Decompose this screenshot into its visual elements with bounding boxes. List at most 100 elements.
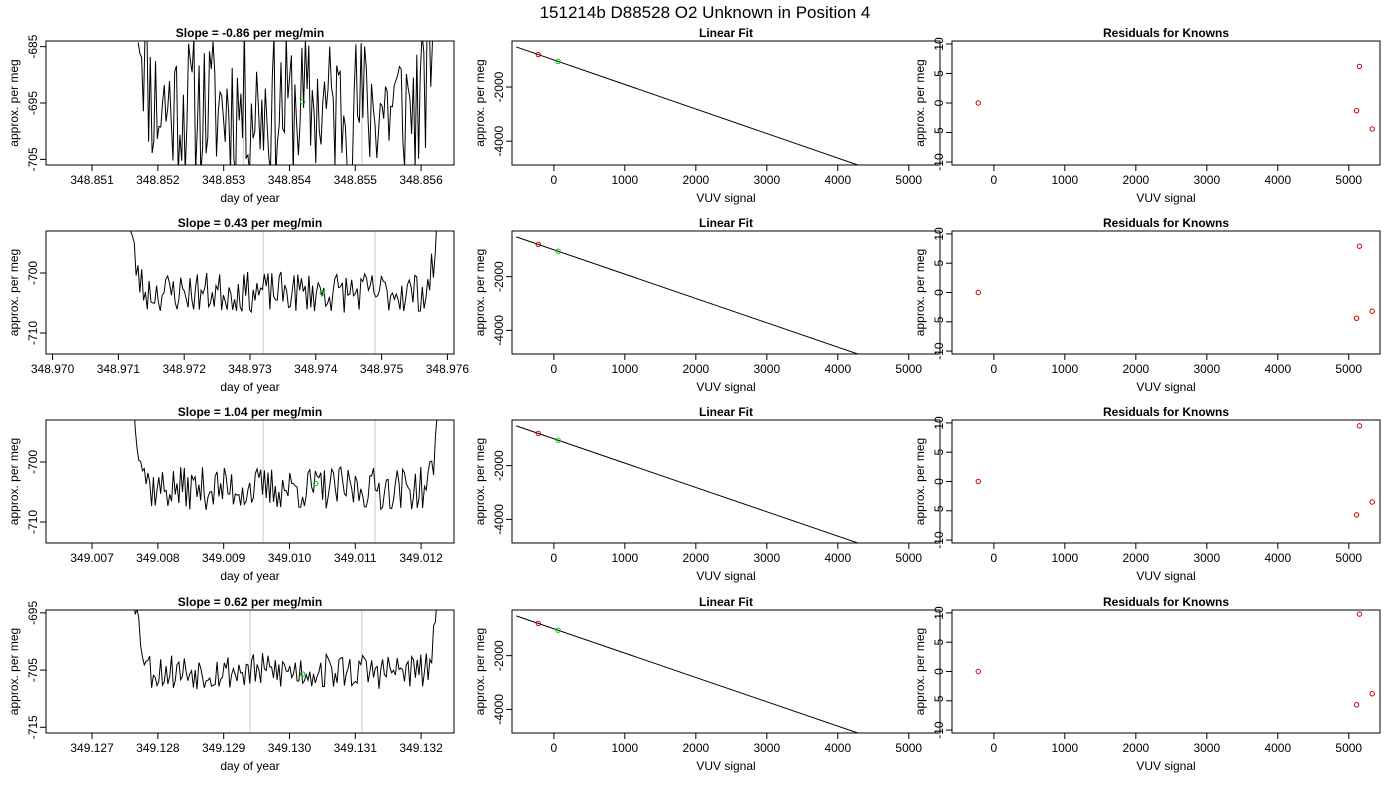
y-axis-label: approx. per meg [7,249,21,336]
plot-frame [511,40,941,166]
x-axis-label: VUV signal [1136,569,1195,583]
residual-point [1353,107,1360,114]
x-tick-label: 5000 [895,362,922,376]
plot-area [134,420,438,543]
x-tick-label: 2000 [1122,173,1149,187]
plot-frame [511,230,941,355]
residual-point [975,668,981,675]
x-tick-label: 4000 [824,551,851,565]
y-tick-label: -705 [26,658,40,682]
x-tick-label: 349.009 [202,551,246,565]
x-tick-label: 3000 [1193,551,1220,565]
y-tick-label: -2000 [492,450,506,481]
x-tick-label: 349.007 [70,551,114,565]
fit-line [516,236,860,354]
y-tick-label: -10 [932,342,946,360]
plot-frame [45,40,455,166]
x-tick-label: 349.132 [399,741,443,755]
residual-point [1369,126,1375,132]
y-axis-label: approx. per meg [473,438,487,525]
x-tick-label: 348.855 [334,173,378,187]
panel-title: Slope = 1.04 per meg/min [178,405,322,419]
x-tick-label: 1000 [612,362,639,376]
plot-area [975,611,1375,708]
signal-trace [134,610,437,690]
y-axis-label: approx. per meg [473,249,487,336]
plot-frame [45,419,455,544]
y-tick-label: -10 [932,721,946,739]
x-tick-label: 4000 [1264,362,1291,376]
panel-title: Slope = 0.43 per meg/min [178,216,322,230]
y-tick-label: -4000 [492,126,506,157]
unknown-point [555,58,561,65]
x-tick-label: 348.974 [294,362,338,376]
fit-line [516,425,860,543]
y-tick-label: 10 [932,606,946,620]
x-tick-label: 0 [551,741,558,755]
x-tick-label: 349.131 [334,741,378,755]
y-axis-label: approx. per meg [913,59,927,146]
x-tick-label: 3000 [1193,173,1220,187]
plot-frame [951,40,1381,166]
x-tick-label: 0 [551,173,558,187]
panel-4-1: Slope = 0.62 per meg/min 349.127 349.128 34… [7,595,455,773]
x-tick-label: 349.010 [268,551,312,565]
panel-title: Linear Fit [699,26,753,40]
y-tick-label: -695 [26,91,40,115]
x-axis-label: VUV signal [696,569,755,583]
y-axis-label: approx. per meg [7,59,21,146]
x-tick-label: 3000 [1193,362,1220,376]
y-tick-label: -700 [26,450,40,474]
residual-point [1356,423,1363,429]
y-tick-label: -5 [932,505,946,516]
x-tick-label: 348.976 [426,362,470,376]
x-tick-label: 349.128 [136,741,180,755]
y-tick-label: 10 [932,416,946,430]
x-tick-label: 3000 [753,362,780,376]
x-tick-label: 0 [991,551,998,565]
y-tick-label: 10 [932,227,946,241]
panel-2-1: Slope = 0.43 per meg/min 348.970 348.971 34… [7,216,470,394]
plot-area [516,236,860,354]
plot-area [137,41,433,165]
signal-trace [134,420,438,511]
panel-grid: Slope = -0.86 per meg/min 348.851 348.852 3… [7,26,1381,773]
y-axis-label: approx. per meg [913,628,927,715]
x-tick-label: 0 [991,362,998,376]
x-tick-label: 5000 [895,741,922,755]
x-tick-label: 349.127 [70,741,114,755]
y-tick-label: -4000 [492,315,506,346]
y-tick-label: -5 [932,127,946,138]
panel-2-2: Linear Fit 0 1000 2000 3000 4000 5000 -2000 -400… [473,216,941,394]
known-point [930,566,934,570]
x-tick-label: 1000 [612,741,639,755]
panel-3-3: Residuals for Knowns 0 1000 2000 3000 4000 500… [913,405,1381,583]
signal-trace [129,231,437,314]
y-tick-label: -710 [26,510,40,534]
unknown-marker [299,671,306,677]
x-tick-label: 0 [991,741,998,755]
y-axis-label: approx. per meg [7,438,21,525]
y-tick-label: -4000 [492,504,506,535]
y-tick-label: 0 [932,668,946,675]
x-tick-label: 348.970 [31,362,75,376]
y-axis-label: approx. per meg [473,628,487,715]
y-tick-label: 5 [932,260,946,267]
y-axis-label: approx. per meg [913,438,927,525]
fit-line [516,615,860,733]
panel-4-3: Residuals for Knowns 0 1000 2000 3000 4000 500… [913,595,1381,773]
x-tick-label: 4000 [824,362,851,376]
y-tick-label: -705 [26,147,40,171]
x-tick-label: 1000 [1052,551,1079,565]
x-tick-label: 1000 [1052,741,1079,755]
y-tick-label: 0 [932,478,946,485]
x-tick-label: 348.972 [162,362,206,376]
x-tick-label: 2000 [682,362,709,376]
y-tick-label: -685 [26,34,40,58]
unknown-point [555,248,561,254]
x-axis-label: VUV signal [1136,380,1195,394]
residual-point [1353,315,1360,321]
x-tick-label: 2000 [1122,362,1149,376]
plot-area [975,63,1375,132]
x-axis-label: VUV signal [696,380,755,394]
